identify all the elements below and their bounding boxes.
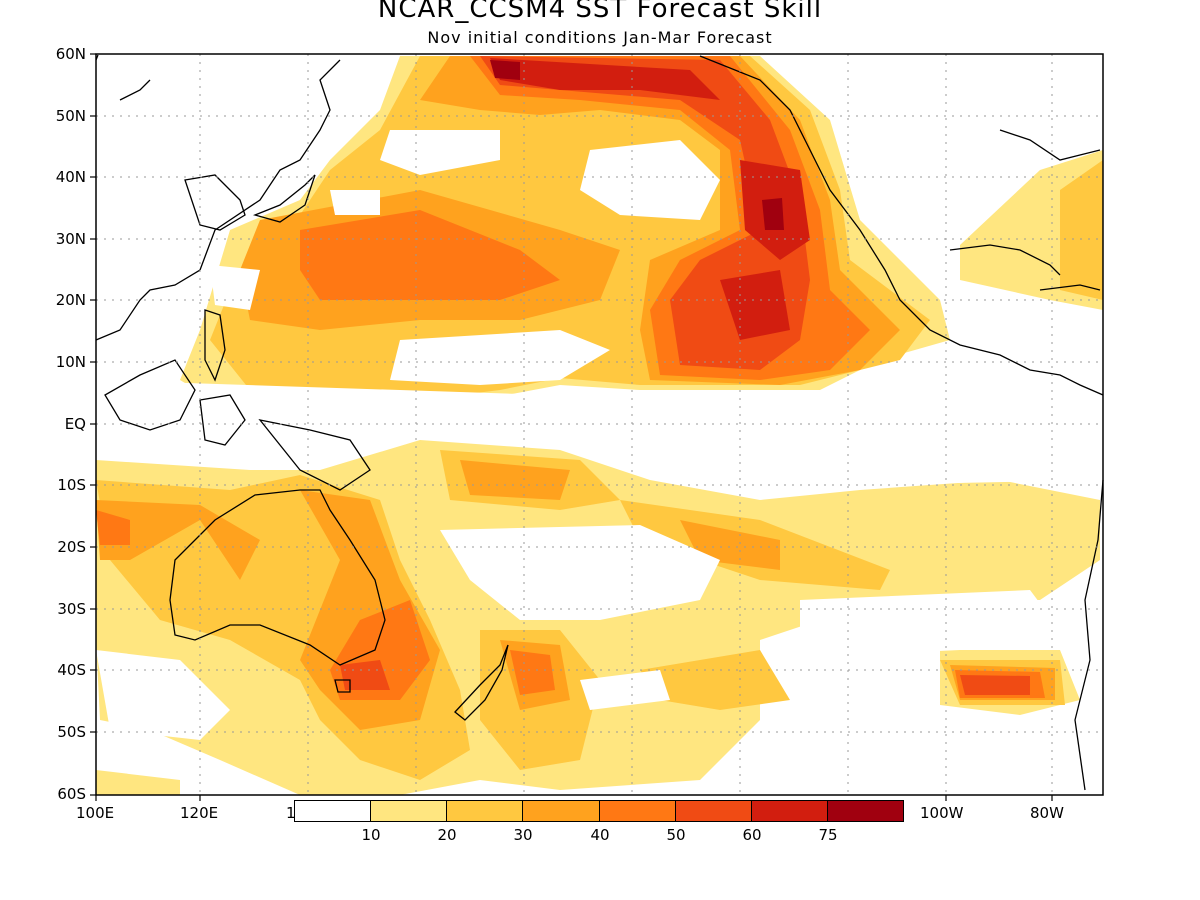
lat-label-10s: 10S: [57, 476, 86, 494]
colorbar-label-30: 30: [513, 826, 533, 844]
colorbar-label-50: 50: [666, 826, 686, 844]
skill-shading: [96, 56, 1103, 795]
lat-label-20s: 20S: [57, 538, 86, 556]
lon-label-100e: 100E: [76, 804, 115, 822]
gridlines: [96, 54, 1103, 795]
lat-label-30s: 30S: [57, 600, 86, 618]
lat-label-eq: EQ: [64, 415, 86, 433]
lat-label-10n: 10N: [55, 353, 86, 371]
colorbar: [294, 800, 904, 822]
axis-ticks: [90, 53, 1053, 801]
colorbar-label-60: 60: [742, 826, 762, 844]
lat-label-50n: 50N: [55, 107, 86, 125]
colorbar-box-5: [675, 801, 752, 821]
colorbar-label-40: 40: [590, 826, 610, 844]
lat-label-50s: 50S: [57, 723, 86, 741]
map-title: NCAR_CCSM4 SST Forecast Skill: [377, 0, 823, 24]
colorbar-label-75: 75: [818, 826, 838, 844]
lat-label-20n: 20N: [55, 291, 86, 309]
lon-label-80w: 80W: [1030, 804, 1064, 822]
lon-label-partial: 1: [286, 804, 296, 822]
lon-label-100w: 100W: [920, 804, 964, 822]
lat-label-40s: 40S: [57, 661, 86, 679]
map-subtitle: Nov initial conditions Jan-Mar Forecast: [427, 28, 773, 47]
lon-label-120e: 120E: [180, 804, 219, 822]
colorbar-box-6: [751, 801, 828, 821]
colorbar-box-4: [599, 801, 676, 821]
colorbar-box-7: [827, 801, 903, 821]
lat-label-60n: 60N: [55, 45, 86, 63]
coastlines: [95, 54, 1104, 791]
lat-label-60s: 60S: [57, 785, 86, 803]
colorbar-box-2: [447, 801, 524, 821]
colorbar-box-3: [523, 801, 600, 821]
colorbar-label-20: 20: [437, 826, 457, 844]
colorbar-label-10: 10: [361, 826, 381, 844]
colorbar-box-1: [371, 801, 448, 821]
colorbar-box-0: [295, 801, 372, 821]
lat-label-40n: 40N: [55, 168, 86, 186]
lat-label-30n: 30N: [55, 230, 86, 248]
